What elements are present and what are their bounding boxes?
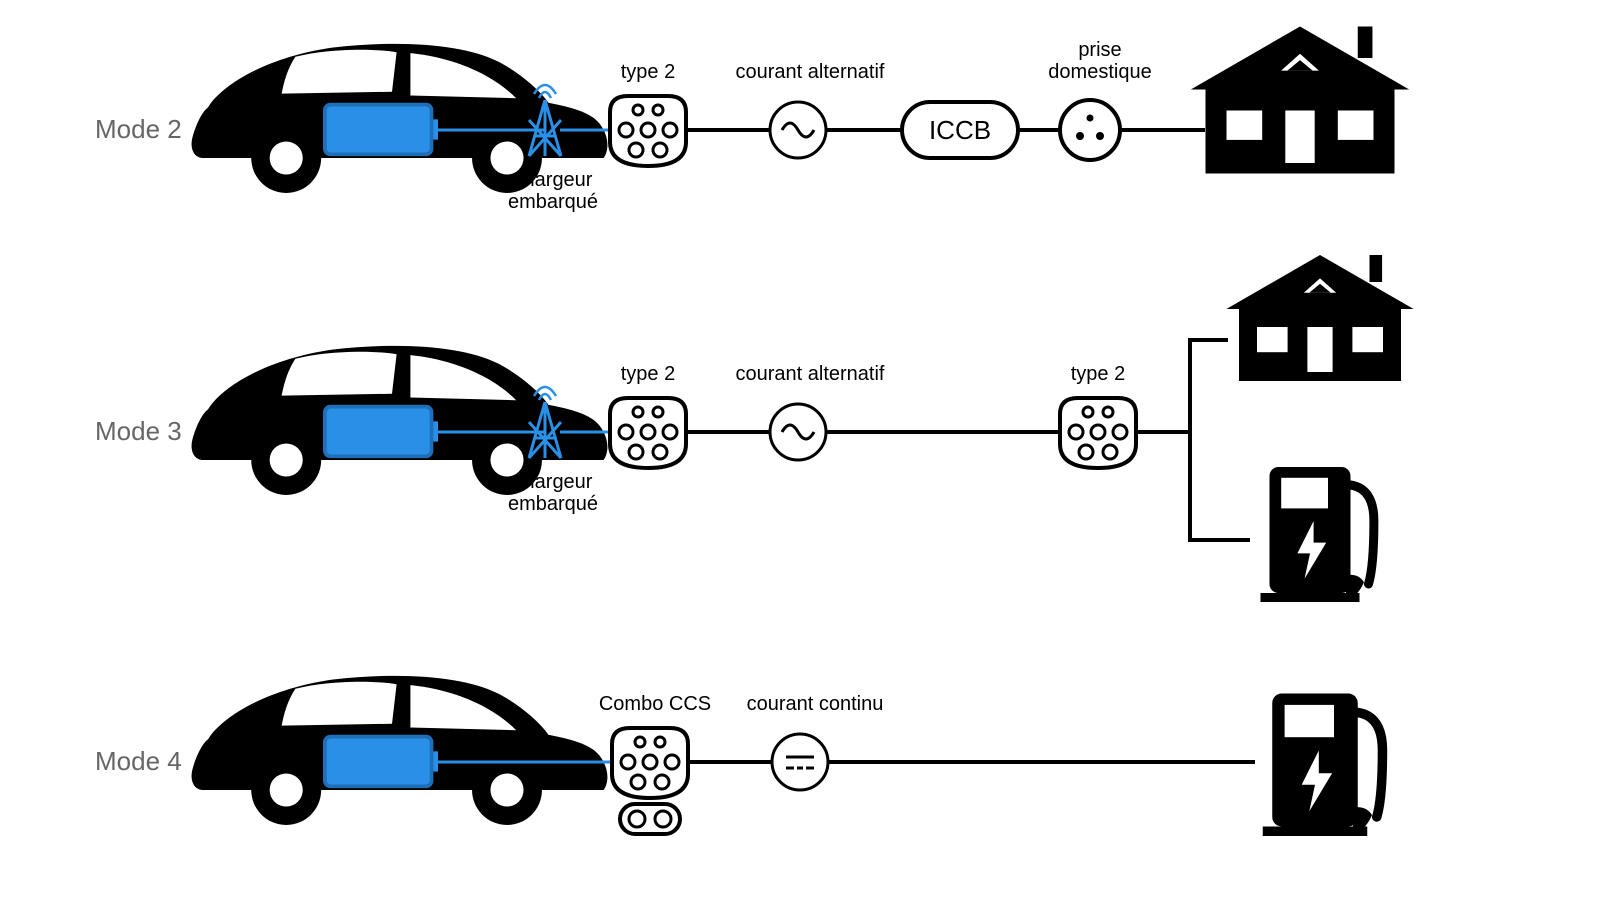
mode-4-label: Mode 4 — [95, 746, 182, 776]
chargeur-label-1: chargeur — [514, 471, 593, 493]
chargeur-label-2: embarqué — [508, 191, 598, 213]
row-mode-4: Mode 4 Combo CCS courant continu — [95, 676, 1382, 836]
socket-label-2: domestique — [1048, 61, 1151, 83]
ac-current-icon — [770, 102, 826, 158]
ac-current-icon — [770, 404, 826, 460]
ac-label: courant alternatif — [736, 363, 885, 385]
house-icon — [1226, 255, 1413, 381]
iccb-text: ICCB — [929, 115, 991, 145]
branch-to-station — [1190, 432, 1250, 540]
ac-label: courant alternatif — [736, 61, 885, 83]
type2-connector-icon — [610, 398, 686, 468]
mode-3-label: Mode 3 — [95, 416, 182, 446]
house-icon — [1191, 27, 1409, 174]
comboccs-label: Combo CCS — [599, 693, 711, 715]
branch-to-house — [1136, 340, 1228, 432]
mode-2-label: Mode 2 — [95, 114, 182, 144]
charging-station-icon — [1261, 467, 1374, 602]
type2-label: type 2 — [621, 61, 675, 83]
charging-modes-diagram: Mode 2 chargeur embarqué type 2 courant … — [0, 0, 1600, 900]
row-mode-3: Mode 3 chargeur embarqué type 2 courant … — [95, 255, 1414, 602]
row-mode-2: Mode 2 chargeur embarqué type 2 courant … — [95, 27, 1409, 214]
type2-label: type 2 — [1071, 363, 1125, 385]
type2-connector-icon — [1060, 398, 1136, 468]
dc-label: courant continu — [747, 693, 884, 715]
socket-label-1: prise — [1078, 39, 1121, 61]
ev-car-icon — [192, 676, 608, 825]
type2-label: type 2 — [621, 363, 675, 385]
charging-station-icon — [1263, 694, 1383, 837]
domestic-socket-icon — [1060, 100, 1120, 160]
combo-ccs-connector-icon — [612, 728, 688, 834]
dc-current-icon — [772, 734, 828, 790]
type2-connector-icon — [610, 96, 686, 166]
chargeur-label-1: chargeur — [514, 169, 593, 191]
chargeur-label-2: embarqué — [508, 493, 598, 515]
